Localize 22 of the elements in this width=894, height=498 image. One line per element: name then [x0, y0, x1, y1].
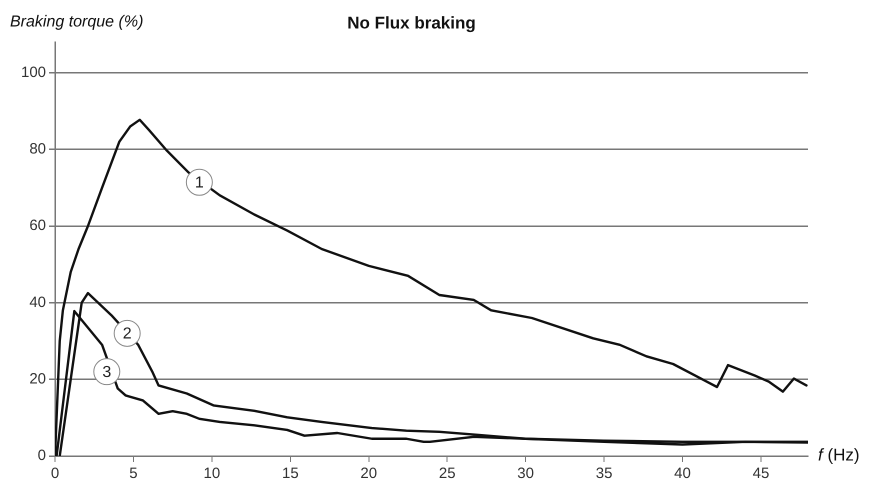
x-tick-label: 0: [50, 465, 60, 482]
y-tick-label: 40: [29, 294, 46, 311]
x-tick-label: 25: [438, 465, 456, 482]
x-tick-label: 45: [752, 465, 770, 482]
x-tick-label: 10: [204, 465, 220, 482]
x-tick-label: 15: [282, 465, 299, 482]
x-tick-label: 40: [674, 465, 691, 482]
y-tick-label: 80: [29, 140, 46, 158]
y-tick-label: 20: [29, 370, 46, 388]
x-tick-label: 30: [517, 465, 534, 482]
y-axis-title: Braking torque (%): [10, 13, 144, 30]
annotation: 1: [194, 174, 204, 192]
x-tick-label: 35: [596, 465, 612, 482]
y-tick-label: 0: [38, 447, 46, 464]
x-axis-title: f (Hz): [818, 446, 860, 465]
x-tick-label: 20: [360, 465, 378, 482]
y-tick-label: 100: [20, 64, 46, 81]
y-tick-label: 60: [29, 217, 46, 234]
x-tick-label: 5: [129, 465, 138, 482]
annotation: 2: [122, 326, 132, 343]
annotation: 3: [102, 364, 112, 382]
chart-title: No Flux braking: [347, 14, 476, 33]
